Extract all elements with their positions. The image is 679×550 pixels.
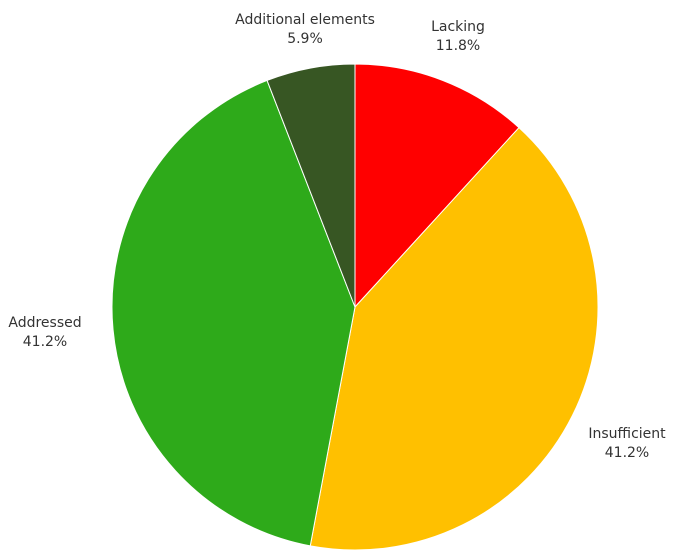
slice-category-label: Additional elements	[235, 12, 375, 28]
slice-label-additional-elements: Additional elements 5.9%	[235, 12, 375, 47]
slice-category-label: Addressed	[8, 315, 81, 331]
pie-labels: Lacking 11.8% Insufficient 41.2% Addressed 41…	[8, 12, 666, 461]
slice-percent-label: 41.2%	[23, 334, 67, 350]
slice-label-insufficient: Insufficient 41.2%	[588, 426, 666, 461]
slice-category-label: Insufficient	[588, 426, 666, 442]
pie-slice-lacking[interactable]	[354, 63, 520, 309]
slice-percent-label: 11.8%	[436, 38, 480, 54]
slice-percent-label: 5.9%	[287, 31, 323, 47]
slice-label-addressed: Addressed 41.2%	[8, 315, 81, 350]
pie-slice-additional-elements[interactable]	[266, 63, 356, 308]
pie-slice-addressed[interactable]	[111, 79, 356, 547]
slice-label-lacking: Lacking 11.8%	[431, 19, 485, 54]
pie-slice-insufficient[interactable]	[309, 126, 599, 550]
slice-percent-label: 41.2%	[605, 445, 649, 461]
slice-category-label: Lacking	[431, 19, 485, 35]
pie-slices	[111, 63, 599, 550]
